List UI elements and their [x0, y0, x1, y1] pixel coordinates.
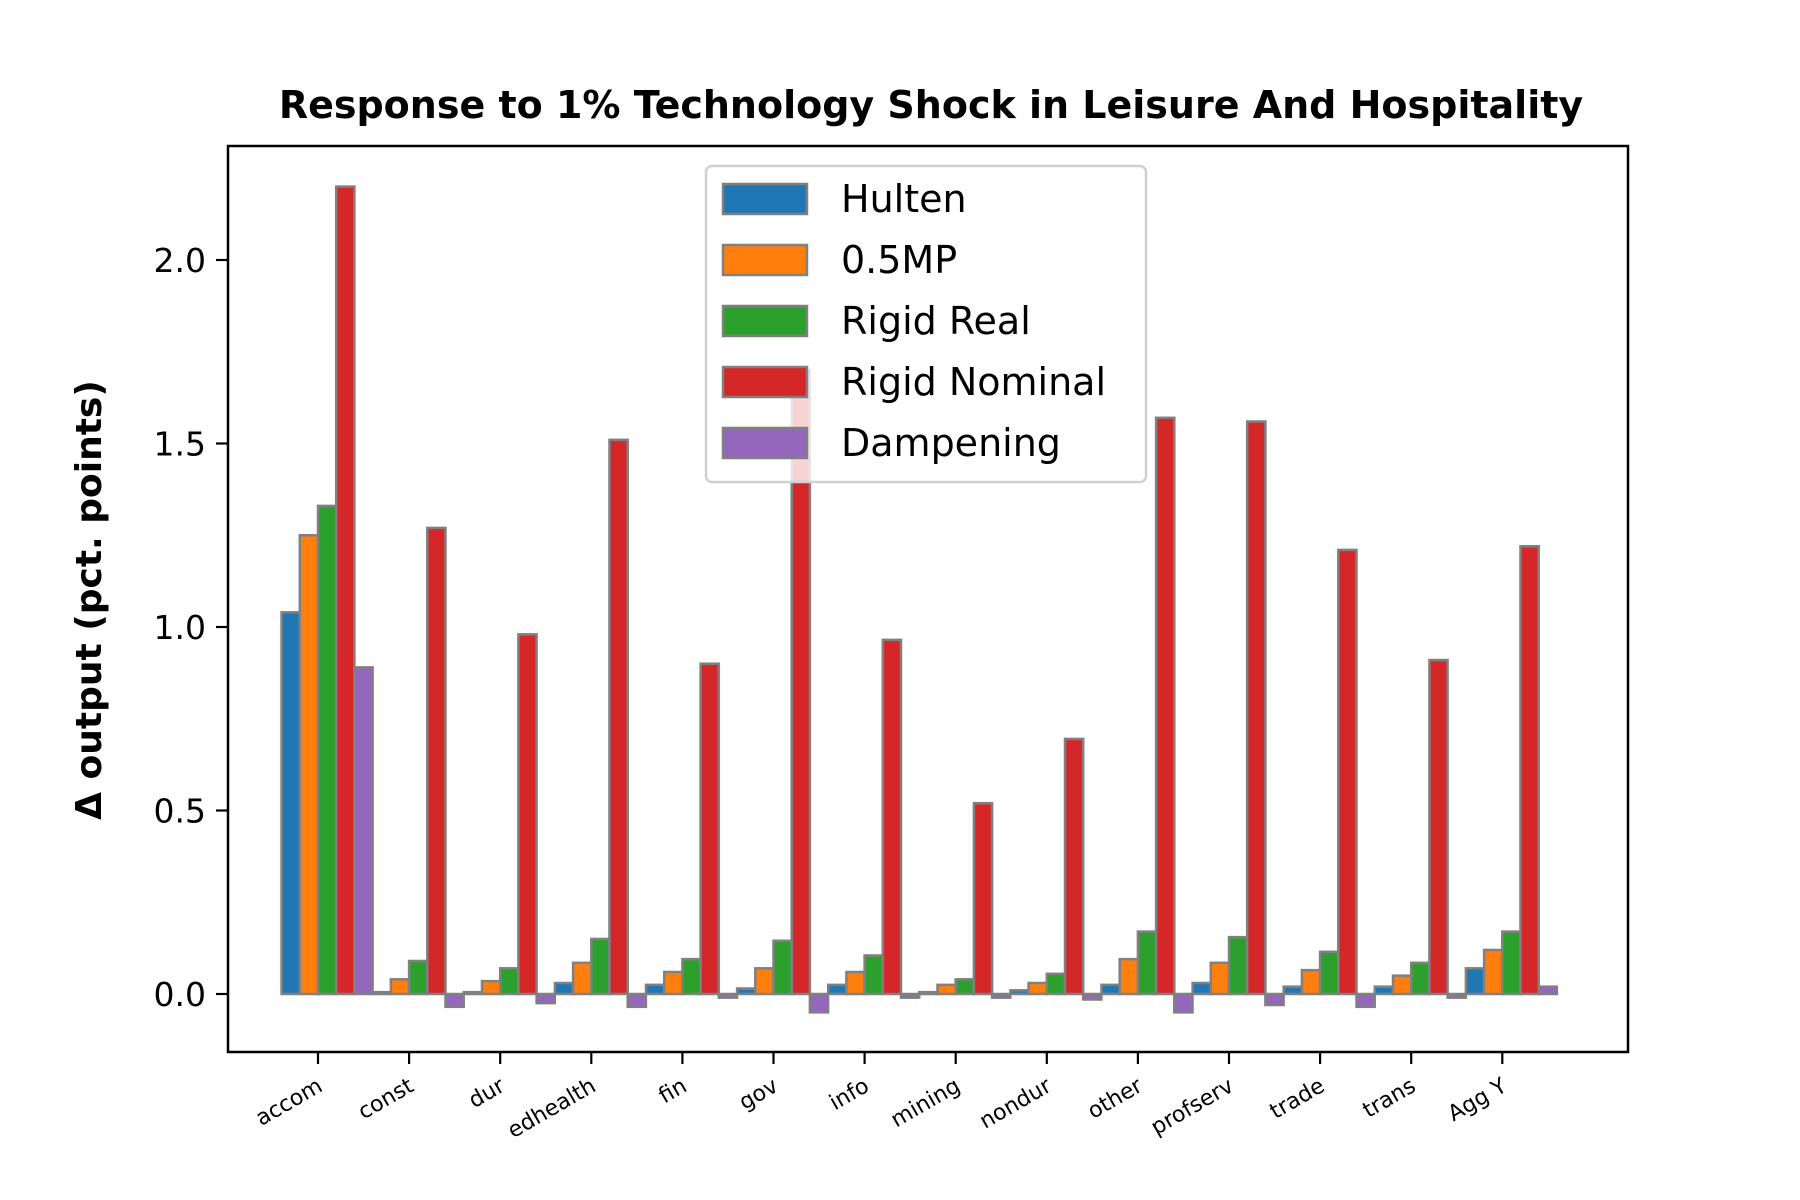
bar-nondur-0-5mp: [1027, 981, 1049, 996]
bar-fin-dampening: [717, 992, 739, 999]
bar-nondur-hulten: [1009, 989, 1030, 996]
y-tick-label: 0.0: [154, 975, 206, 1014]
legend-label: Hulten: [841, 177, 967, 221]
bar-info-0-5mp: [845, 970, 866, 996]
bar-const-rigid-nominal: [426, 526, 447, 996]
bar-fin-0-5mp: [662, 970, 684, 996]
bar-accom-dampening: [353, 666, 374, 996]
bar-other-0-5mp: [1118, 957, 1140, 996]
bar-profserv-dampening: [1264, 992, 1285, 1007]
bar-mining-rigid-real: [954, 978, 976, 996]
y-tick-label: 1.0: [154, 608, 206, 647]
bar-other-hulten: [1100, 983, 1121, 996]
bar-fin-hulten: [644, 983, 666, 996]
legend: Hulten 0.5MP Rigid Real Rigid Nominal Dampen…: [704, 164, 1148, 484]
bar-info-dampening: [899, 992, 921, 999]
bar-const-dampening: [444, 992, 465, 1009]
bar-gov-hulten: [735, 987, 757, 996]
y-tick-label: 1.5: [154, 425, 206, 464]
legend-swatch: [721, 304, 809, 338]
bar-accom-0-5mp: [298, 534, 320, 996]
bar-trans-rigid-nominal: [1428, 658, 1449, 996]
bar-profserv-rigid-nominal: [1245, 420, 1267, 996]
bar-dur-hulten: [462, 990, 484, 996]
y-axis-ticks: 0.0 0.5 1.0 1.5 2.0: [154, 241, 228, 1014]
bar-other-rigid-nominal: [1154, 416, 1176, 996]
bar-mining-dampening: [990, 992, 1012, 999]
y-tick-label: 0.5: [154, 792, 206, 831]
bar-const-0-5mp: [389, 978, 411, 996]
bar-agg-y-dampening: [1537, 985, 1559, 996]
bar-accom-rigid-real: [316, 504, 338, 996]
bar-profserv-0-5mp: [1209, 961, 1231, 996]
legend-label: Rigid Nominal: [841, 360, 1106, 404]
y-axis-label: Δ output (pct. points): [69, 380, 110, 820]
plot-frame: [226, 144, 1630, 1054]
y-tick-label: 2.0: [154, 241, 206, 280]
bar-profserv-rigid-real: [1227, 935, 1249, 996]
bar-fin-rigid-nominal: [699, 662, 721, 996]
bar-agg-y-0-5mp: [1482, 948, 1504, 996]
bar-fin-rigid-real: [681, 957, 702, 996]
bar-trans-rigid-real: [1409, 961, 1431, 996]
bars-layer: [280, 185, 1559, 1014]
bar-profserv-hulten: [1191, 981, 1213, 996]
bar-trade-rigid-nominal: [1337, 548, 1358, 996]
bar-const-rigid-real: [407, 959, 429, 996]
bar-trans-dampening: [1446, 992, 1468, 999]
legend-swatch: [721, 426, 809, 460]
bar-info-rigid-nominal: [881, 638, 903, 996]
bar-gov-0-5mp: [754, 967, 775, 996]
bar-trade-dampening: [1355, 992, 1376, 1009]
bar-edhealth-rigid-nominal: [608, 438, 629, 996]
bar-mining-rigid-nominal: [972, 801, 994, 996]
bar-trans-hulten: [1373, 985, 1395, 996]
bar-agg-y-hulten: [1464, 967, 1486, 996]
bar-info-rigid-real: [863, 954, 885, 996]
bar-nondur-rigid-real: [1045, 972, 1067, 996]
bar-edhealth-hulten: [553, 981, 575, 996]
legend-swatch: [721, 365, 809, 399]
legend-label: 0.5MP: [841, 238, 957, 282]
bar-nondur-rigid-nominal: [1063, 737, 1085, 996]
bar-mining-hulten: [918, 990, 939, 996]
bar-gov-dampening: [808, 992, 830, 1014]
bar-edhealth-rigid-real: [590, 937, 611, 996]
bar-accom-hulten: [280, 611, 302, 996]
bar-nondur-dampening: [1081, 992, 1103, 1001]
bar-other-rigid-real: [1136, 930, 1158, 996]
bar-accom-rigid-nominal: [334, 185, 356, 996]
bar-agg-y-rigid-real: [1501, 930, 1522, 996]
bar-edhealth-0-5mp: [571, 961, 593, 996]
bar-trade-hulten: [1282, 985, 1304, 996]
chart-title: Response to 1% Technology Shock in Leisu…: [279, 83, 1584, 127]
bar-dur-0-5mp: [480, 979, 502, 996]
bar-const-hulten: [371, 990, 393, 996]
bar-dur-dampening: [535, 992, 557, 1005]
bar-agg-y-rigid-nominal: [1519, 545, 1540, 996]
legend-box: [704, 164, 1148, 484]
bar-trans-0-5mp: [1391, 974, 1413, 996]
legend-label: Rigid Real: [841, 299, 1031, 343]
legend-label: Dampening: [841, 421, 1061, 465]
bar-edhealth-dampening: [626, 992, 648, 1009]
bar-trade-0-5mp: [1300, 968, 1322, 996]
legend-swatch: [721, 182, 809, 216]
bar-gov-rigid-real: [772, 939, 793, 996]
bar-dur-rigid-nominal: [517, 633, 538, 996]
bar-info-hulten: [826, 983, 848, 996]
legend-swatch: [721, 243, 809, 277]
bar-mining-0-5mp: [936, 983, 957, 996]
bar-dur-rigid-real: [498, 967, 520, 996]
bar-trade-rigid-real: [1318, 950, 1340, 996]
bar-other-dampening: [1173, 992, 1194, 1014]
